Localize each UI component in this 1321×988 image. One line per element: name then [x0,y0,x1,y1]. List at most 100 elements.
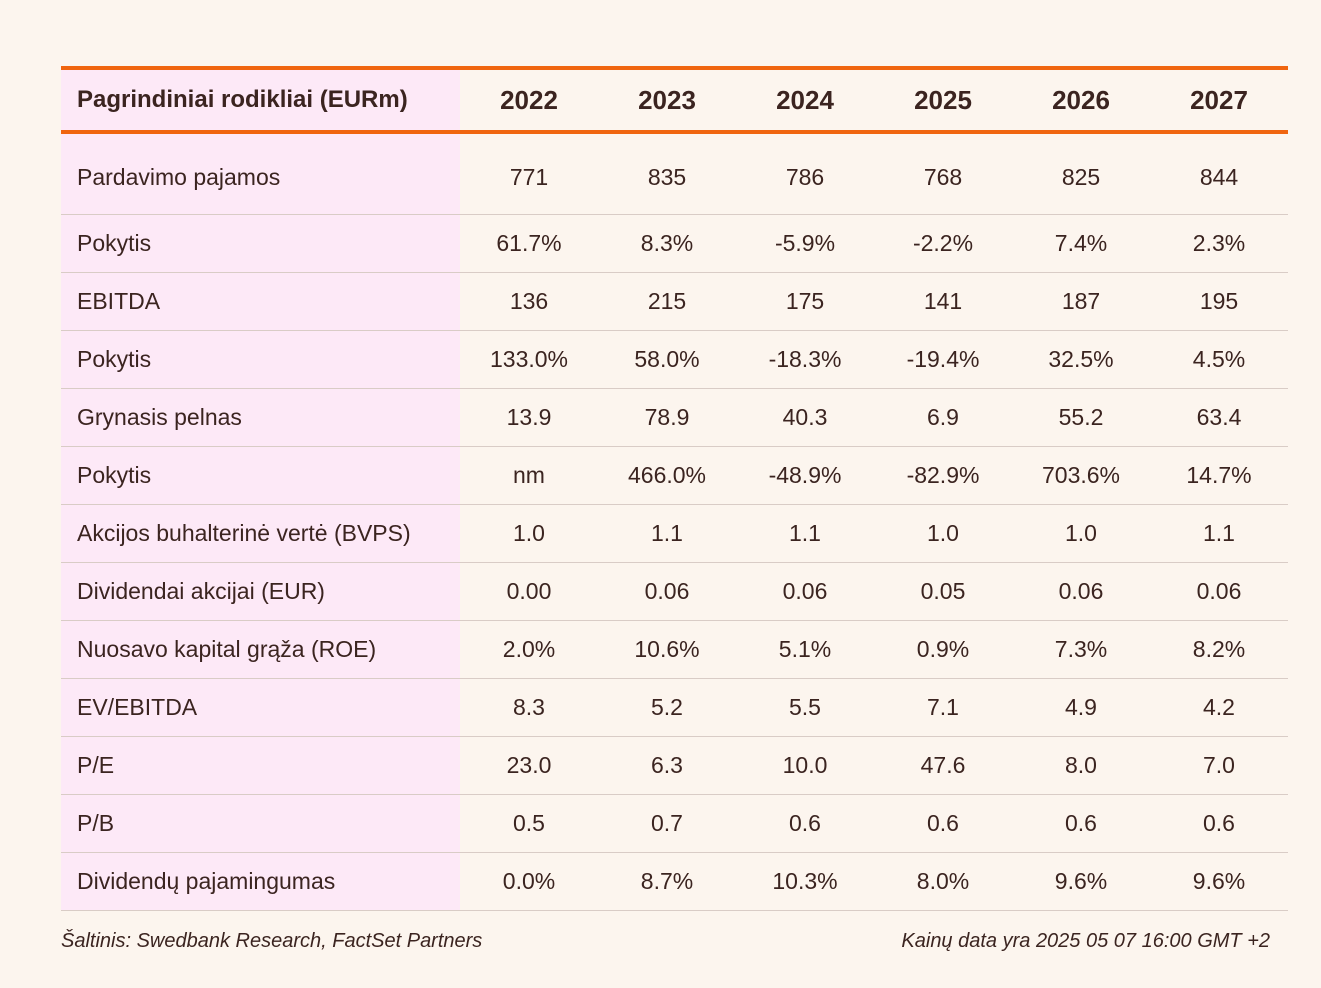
table-cell: 768 [874,132,1012,215]
table-cell: 1.1 [736,504,874,563]
table-cell: 0.6 [874,794,1012,853]
table-cell: nm [460,446,598,505]
table-cell: 0.00 [460,562,598,621]
table-body: Pardavimo pajamos 771 835 786 768 825 844 Pokyt… [61,132,1288,911]
table-cell: 0.06 [1012,562,1150,621]
table-cell: 58.0% [598,330,736,389]
table-cell: 771 [460,132,598,215]
table-cell: 6.3 [598,736,736,795]
table-cell: 13.9 [460,388,598,447]
table-cell: 136 [460,272,598,331]
column-header-year: 2027 [1150,66,1288,134]
table-cell: 32.5% [1012,330,1150,389]
table-cell: 7.3% [1012,620,1150,679]
table-cell: 2.0% [460,620,598,679]
column-header-year: 2026 [1012,66,1150,134]
row-label: EBITDA [61,272,460,331]
table-cell: -48.9% [736,446,874,505]
table-cell: 0.06 [736,562,874,621]
table-cell: 175 [736,272,874,331]
table-cell: -82.9% [874,446,1012,505]
table-row: Pokytis 133.0% 58.0% -18.3% -19.4% 32.5% 4.5% [61,330,1288,389]
table-cell: 8.7% [598,852,736,911]
table-row: EBITDA 136 215 175 141 187 195 [61,272,1288,331]
table-cell: 10.6% [598,620,736,679]
table-cell: 6.9 [874,388,1012,447]
column-header-year: 2024 [736,66,874,134]
table-cell: 9.6% [1012,852,1150,911]
row-label: P/E [61,736,460,795]
table-cell: 825 [1012,132,1150,215]
column-header-year: 2023 [598,66,736,134]
table-cell: 8.0% [874,852,1012,911]
row-label: Grynasis pelnas [61,388,460,447]
table-cell: 4.9 [1012,678,1150,737]
table-cell: 5.5 [736,678,874,737]
table-cell: 0.5 [460,794,598,853]
column-header-label: Pagrindiniai rodikliai (EURm) [61,66,460,134]
row-label: Akcijos buhalterinė vertė (BVPS) [61,504,460,563]
table-cell: -5.9% [736,214,874,273]
key-metrics-table: Pagrindiniai rodikliai (EURm) 2022 2023 202… [61,66,1288,911]
table-cell: 133.0% [460,330,598,389]
row-label: Nuosavo kapital grąža (ROE) [61,620,460,679]
table-cell: 63.4 [1150,388,1288,447]
column-header-year: 2025 [874,66,1012,134]
table-cell: 8.3 [460,678,598,737]
table-cell: 10.3% [736,852,874,911]
table-row: Dividendai akcijai (EUR) 0.00 0.06 0.06 0.05… [61,562,1288,621]
table-row: EV/EBITDA 8.3 5.2 5.5 7.1 4.9 4.2 [61,678,1288,737]
table-cell: 4.5% [1150,330,1288,389]
price-date-note: Kainų data yra 2025 05 07 16:00 GMT +2 [901,930,1270,952]
table-cell: 187 [1012,272,1150,331]
table-row: Dividendų pajamingumas 0.0% 8.7% 10.3% 8.0% 9… [61,852,1288,911]
row-label: Pokytis [61,446,460,505]
table-cell: 5.1% [736,620,874,679]
table-cell: 9.6% [1150,852,1288,911]
table-cell: -19.4% [874,330,1012,389]
table-row: Nuosavo kapital grąža (ROE) 2.0% 10.6% 5.1%… [61,620,1288,679]
table-cell: 1.0 [1012,504,1150,563]
table-cell: 0.06 [1150,562,1288,621]
table-row: Grynasis pelnas 13.9 78.9 40.3 6.9 55.2 63.4 [61,388,1288,447]
table-row: P/E 23.0 6.3 10.0 47.6 8.0 7.0 [61,736,1288,795]
table-cell: 0.0% [460,852,598,911]
row-label: Pardavimo pajamos [61,132,460,215]
table-cell: 78.9 [598,388,736,447]
table-cell: 141 [874,272,1012,331]
row-label: EV/EBITDA [61,678,460,737]
table-cell: 0.7 [598,794,736,853]
table-cell: 844 [1150,132,1288,215]
table-cell: 61.7% [460,214,598,273]
table-row: Pokytis 61.7% 8.3% -5.9% -2.2% 7.4% 2.3% [61,214,1288,273]
row-label: Pokytis [61,214,460,273]
table-cell: 55.2 [1012,388,1150,447]
table-cell: 0.6 [736,794,874,853]
table-cell: 0.05 [874,562,1012,621]
table-cell: 1.1 [1150,504,1288,563]
table-cell: 7.4% [1012,214,1150,273]
table-cell: 23.0 [460,736,598,795]
table-cell: 8.2% [1150,620,1288,679]
table-cell: 0.6 [1150,794,1288,853]
table-header-row: Pagrindiniai rodikliai (EURm) 2022 2023 202… [61,66,1288,134]
table-cell: 215 [598,272,736,331]
table-cell: 8.0 [1012,736,1150,795]
table-cell: -18.3% [736,330,874,389]
table-cell: 0.06 [598,562,736,621]
table-cell: 0.9% [874,620,1012,679]
table-cell: 195 [1150,272,1288,331]
row-label: P/B [61,794,460,853]
table-cell: 1.1 [598,504,736,563]
table-row: Pokytis nm 466.0% -48.9% -82.9% 703.6% 14.7% [61,446,1288,505]
column-header-year: 2022 [460,66,598,134]
table-cell: 10.0 [736,736,874,795]
table-cell: 47.6 [874,736,1012,795]
row-label: Dividendai akcijai (EUR) [61,562,460,621]
table-cell: 835 [598,132,736,215]
row-label: Dividendų pajamingumas [61,852,460,911]
table-cell: 1.0 [874,504,1012,563]
table-cell: 7.0 [1150,736,1288,795]
table-cell: 4.2 [1150,678,1288,737]
table-cell: 8.3% [598,214,736,273]
